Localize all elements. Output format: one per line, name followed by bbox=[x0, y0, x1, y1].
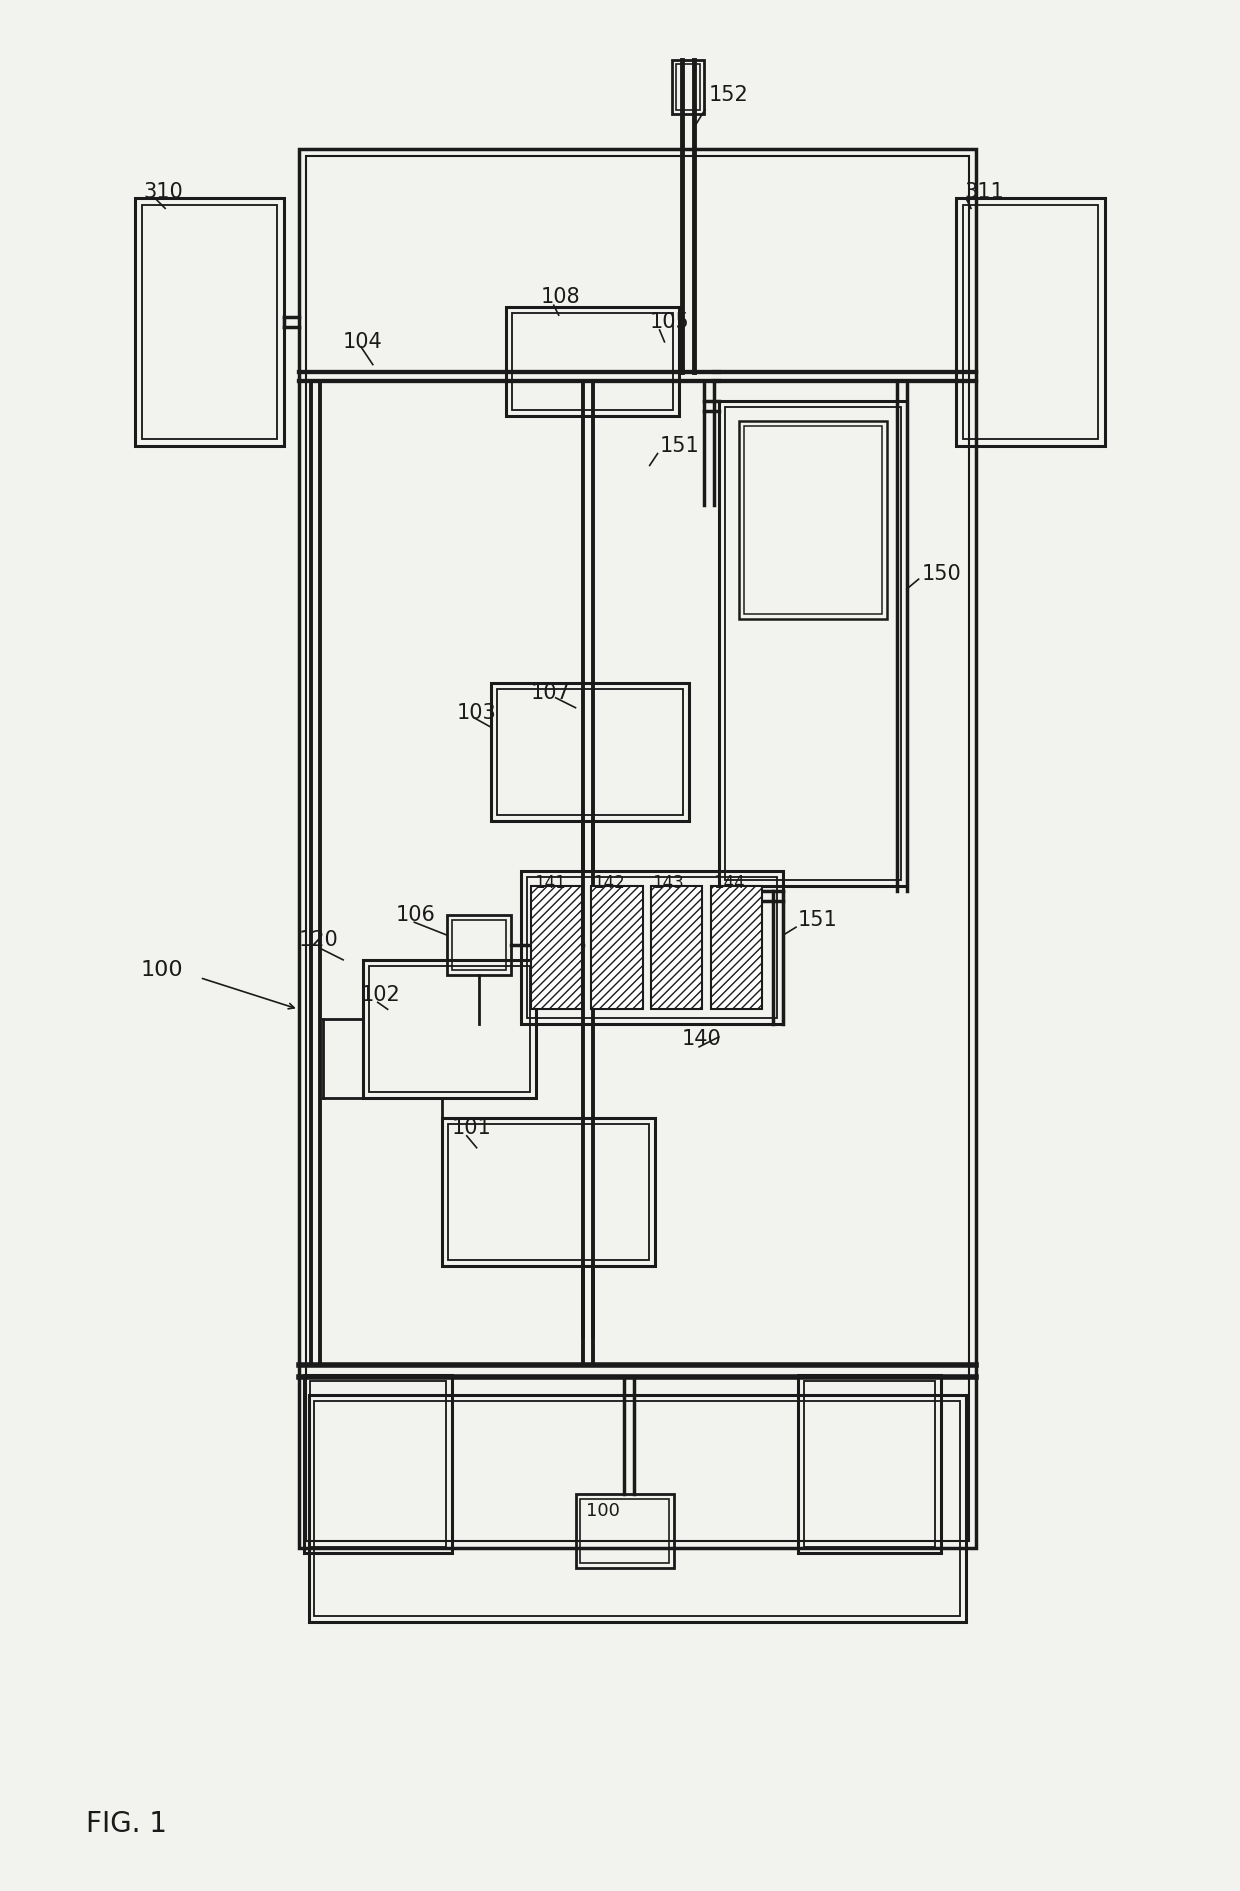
Bar bbox=[672, 61, 704, 115]
Text: 105: 105 bbox=[650, 312, 689, 333]
Text: 141: 141 bbox=[534, 874, 565, 893]
Text: 310: 310 bbox=[144, 182, 184, 202]
Bar bbox=[956, 199, 1105, 446]
Text: 150: 150 bbox=[921, 564, 961, 584]
Text: 104: 104 bbox=[343, 333, 383, 352]
Bar bbox=[739, 422, 887, 618]
Bar bbox=[591, 885, 642, 1010]
Bar bbox=[309, 1396, 966, 1622]
Text: 152: 152 bbox=[709, 85, 749, 104]
Bar bbox=[305, 155, 968, 1541]
Text: 101: 101 bbox=[451, 1118, 491, 1138]
Bar bbox=[799, 1375, 941, 1553]
Bar bbox=[451, 921, 506, 970]
Bar bbox=[676, 64, 701, 110]
Bar bbox=[497, 688, 683, 815]
Bar bbox=[143, 206, 277, 439]
Bar bbox=[725, 407, 900, 879]
Bar bbox=[744, 425, 882, 615]
Bar bbox=[315, 1401, 960, 1617]
Text: 120: 120 bbox=[299, 930, 339, 949]
Text: 107: 107 bbox=[531, 683, 570, 703]
Bar bbox=[719, 401, 906, 885]
Text: 103: 103 bbox=[456, 703, 496, 722]
Text: FIG. 1: FIG. 1 bbox=[86, 1810, 167, 1838]
Bar bbox=[512, 314, 673, 410]
Bar bbox=[527, 877, 777, 1017]
Text: 100: 100 bbox=[587, 1501, 620, 1520]
Bar bbox=[304, 1375, 451, 1553]
Bar bbox=[711, 885, 763, 1010]
Text: 140: 140 bbox=[681, 1029, 720, 1050]
Text: 142: 142 bbox=[593, 874, 625, 893]
Bar bbox=[368, 966, 529, 1093]
Bar bbox=[963, 206, 1097, 439]
Bar bbox=[310, 1380, 446, 1547]
Text: 143: 143 bbox=[652, 874, 683, 893]
Text: 108: 108 bbox=[541, 287, 580, 308]
Bar bbox=[135, 199, 284, 446]
Text: 311: 311 bbox=[965, 182, 1004, 202]
Bar bbox=[491, 683, 689, 821]
Bar bbox=[531, 885, 583, 1010]
Text: 144: 144 bbox=[713, 874, 744, 893]
Text: 151: 151 bbox=[799, 910, 838, 930]
Text: 151: 151 bbox=[660, 435, 699, 456]
Text: 106: 106 bbox=[396, 906, 435, 925]
Bar bbox=[448, 1123, 649, 1261]
Bar bbox=[506, 306, 680, 416]
Bar bbox=[575, 1494, 675, 1568]
Bar bbox=[299, 149, 976, 1549]
Bar bbox=[804, 1380, 935, 1547]
Bar bbox=[521, 872, 784, 1025]
Bar bbox=[446, 915, 511, 974]
Bar bbox=[441, 1118, 655, 1267]
Bar bbox=[651, 885, 702, 1010]
Text: 102: 102 bbox=[361, 985, 401, 1004]
Bar bbox=[580, 1500, 670, 1564]
Text: 100: 100 bbox=[140, 961, 184, 980]
Bar bbox=[363, 961, 536, 1099]
